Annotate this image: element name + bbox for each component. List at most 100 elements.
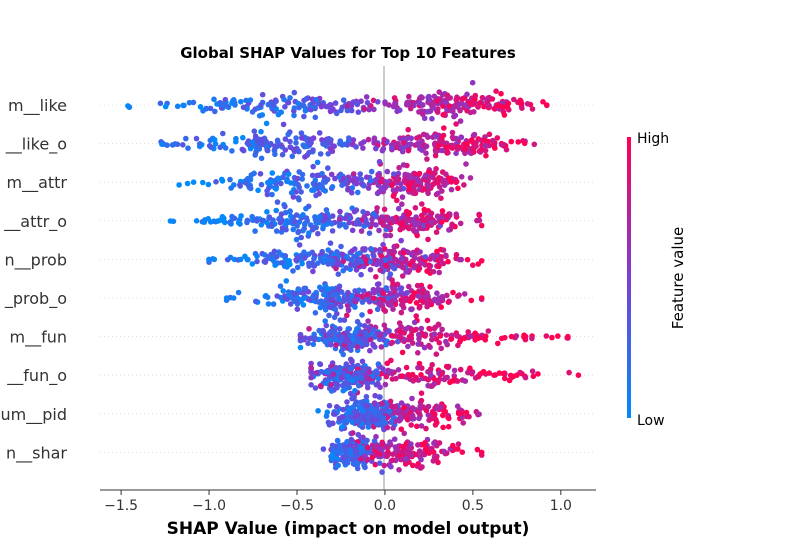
- shap-dot: [409, 395, 415, 402]
- shap-dot: [444, 292, 450, 299]
- colorbar: [627, 137, 631, 418]
- shap-dot: [374, 205, 380, 211]
- shap-dot: [281, 263, 288, 270]
- shap-dot: [252, 152, 258, 158]
- shap-dot: [351, 253, 357, 260]
- shap-dot: [349, 456, 356, 463]
- shap-dot: [413, 300, 420, 306]
- shap-dot: [398, 456, 404, 463]
- shap-dot: [421, 206, 428, 213]
- shap-dot: [387, 232, 394, 239]
- shap-dot: [330, 411, 337, 417]
- x-axis-label: SHAP Value (impact on model output): [167, 519, 530, 539]
- shap-outlier-dot: [223, 295, 230, 301]
- shap-dot: [359, 312, 365, 318]
- shap-dot: [498, 90, 504, 97]
- shap-dot: [355, 339, 362, 345]
- shap-dot: [372, 461, 379, 468]
- shap-dot: [414, 135, 420, 141]
- shap-dot: [289, 153, 296, 160]
- shap-dot: [369, 216, 375, 223]
- shap-dot: [342, 380, 348, 386]
- shap-dot: [566, 369, 572, 376]
- shap-dot: [361, 254, 367, 260]
- shap-dot: [443, 213, 450, 219]
- shap-dot: [275, 260, 281, 266]
- shap-dot: [224, 103, 231, 110]
- feature-label: n__shar: [6, 443, 67, 463]
- shap-dot: [334, 375, 341, 382]
- shap-dot: [383, 232, 389, 239]
- shap-dot: [348, 347, 354, 354]
- shap-dot: [460, 96, 466, 102]
- shap-dot: [337, 446, 343, 453]
- shap-dot: [405, 336, 412, 343]
- shap-dot: [358, 271, 364, 278]
- shap-dot: [381, 462, 388, 469]
- shap-dot: [305, 203, 312, 210]
- shap-dot: [388, 418, 395, 425]
- shap-dot: [419, 217, 425, 224]
- shap-dot: [411, 319, 418, 326]
- shap-dot: [384, 215, 391, 222]
- shap-dot: [369, 220, 376, 227]
- shap-dot: [425, 369, 431, 375]
- shap-dot: [418, 456, 424, 463]
- shap-dot: [403, 450, 410, 456]
- shap-dot: [294, 264, 301, 271]
- shap-dot: [339, 251, 346, 258]
- shap-dot: [470, 262, 476, 269]
- shap-dot: [401, 405, 407, 411]
- shap-dot: [412, 205, 419, 211]
- shap-dot: [416, 360, 423, 367]
- shap-dot: [332, 100, 339, 106]
- shap-dot: [367, 258, 373, 265]
- shap-dot: [474, 102, 480, 109]
- shap-dot: [438, 139, 445, 145]
- shap-dot: [264, 294, 271, 301]
- shap-dot: [308, 374, 314, 381]
- shap-dot: [359, 293, 366, 300]
- shap-dot: [445, 414, 451, 421]
- x-tick-label: −1.5: [104, 498, 138, 514]
- shap-dot: [424, 317, 431, 324]
- shap-dot: [415, 220, 422, 227]
- shap-dot: [345, 307, 352, 314]
- shap-dot: [190, 99, 197, 106]
- shap-dot: [259, 91, 266, 98]
- shap-dot: [370, 341, 376, 348]
- shap-dot: [170, 218, 177, 225]
- shap-dot: [328, 304, 334, 311]
- shap-dot: [340, 298, 347, 304]
- shap-dot: [367, 347, 373, 354]
- shap-dot: [287, 95, 293, 101]
- shap-dot: [325, 165, 331, 171]
- shap-dot: [400, 162, 407, 168]
- feature-label: __like_o: [5, 135, 67, 155]
- shap-dot: [415, 331, 422, 338]
- shap-dot: [392, 177, 399, 183]
- shap-dot: [295, 100, 302, 107]
- shap-dot: [273, 207, 280, 214]
- shap-dot: [402, 297, 409, 304]
- shap-dot: [432, 170, 438, 176]
- shap-dot: [320, 327, 326, 334]
- shap-dot: [276, 249, 282, 255]
- shap-dot: [423, 445, 429, 451]
- chart-title: Global SHAP Values for Top 10 Features: [180, 44, 516, 62]
- shap-dot: [288, 213, 294, 220]
- shap-dot: [157, 100, 164, 107]
- shap-dot: [507, 372, 514, 379]
- shap-dot: [453, 103, 459, 110]
- shap-dot: [395, 367, 402, 373]
- shap-dot: [422, 333, 428, 339]
- shap-dot: [238, 98, 244, 105]
- shap-dot: [449, 145, 456, 151]
- shap-dot: [331, 328, 338, 334]
- shap-dot: [467, 109, 474, 116]
- shap-dot: [419, 365, 425, 371]
- shap-dot: [285, 171, 292, 177]
- shap-dot: [287, 208, 293, 215]
- shap-dot: [393, 403, 399, 410]
